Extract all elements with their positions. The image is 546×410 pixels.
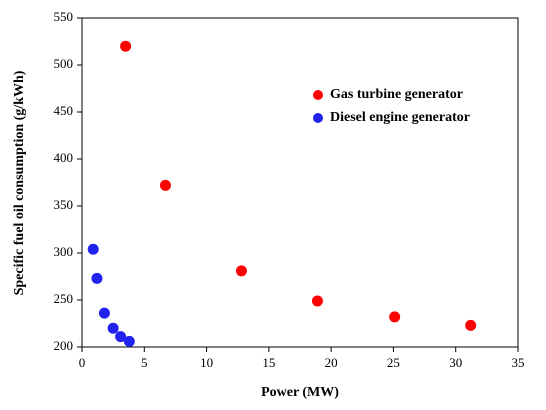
- y-tick-label: 250: [54, 291, 74, 306]
- legend-label: Gas turbine generator: [330, 87, 463, 102]
- x-tick-label: 0: [79, 355, 86, 370]
- point: [235, 265, 247, 277]
- point: [120, 40, 132, 52]
- y-tick-label: 300: [54, 244, 74, 259]
- point: [311, 295, 323, 307]
- y-tick-label: 400: [54, 150, 74, 165]
- y-tick-label: 500: [54, 56, 74, 71]
- y-tick-label: 350: [54, 197, 74, 212]
- x-tick-label: 25: [387, 355, 400, 370]
- point: [115, 331, 127, 343]
- x-tick-label: 5: [141, 355, 148, 370]
- plot-frame: [81, 17, 519, 348]
- legend-marker: [313, 113, 323, 123]
- x-tick-label: 35: [512, 355, 525, 370]
- x-tick-label: 20: [325, 355, 338, 370]
- x-tick-label: 15: [262, 355, 275, 370]
- y-tick-label: 550: [54, 9, 74, 24]
- point: [87, 243, 99, 255]
- point: [389, 311, 401, 323]
- point: [98, 307, 110, 319]
- point: [465, 319, 477, 331]
- point: [91, 272, 103, 284]
- y-axis-label: Specific fuel oil consumption (g/kWh): [12, 70, 27, 295]
- point: [123, 335, 135, 347]
- x-axis-label: Power (MW): [261, 385, 339, 400]
- point: [107, 322, 119, 334]
- point: [159, 179, 171, 191]
- y-tick-label: 450: [54, 103, 74, 118]
- y-tick-label: 200: [54, 338, 74, 353]
- legend-marker: [313, 90, 323, 100]
- legend-label: Diesel engine generator: [330, 110, 470, 125]
- x-tick-label: 10: [200, 355, 213, 370]
- x-tick-label: 30: [449, 355, 462, 370]
